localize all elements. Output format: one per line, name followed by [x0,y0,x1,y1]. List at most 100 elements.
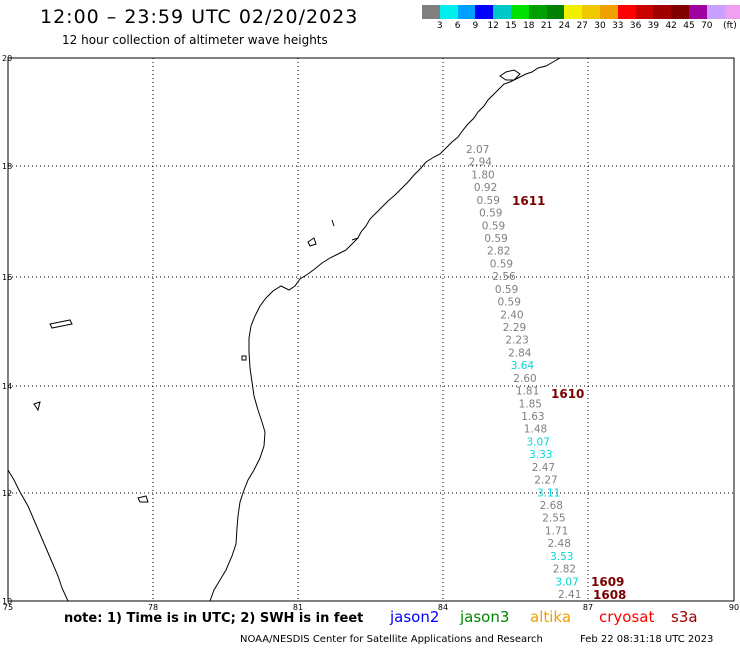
legend-swatch [457,5,476,19]
small-island-7 [351,237,359,241]
legend-swatch [635,5,654,19]
longitude-tick-label: 81 [293,603,303,612]
small-island-5 [137,495,149,503]
legend-swatch [493,5,511,19]
legend-swatch [671,5,689,19]
wave-height-label: 2.84 [508,347,532,359]
map-title: 12:00 – 23:59 UTC 02/20/2023 [40,6,359,28]
wave-height-label: 3.11 [537,487,560,499]
axis-tick-labels: 75 78 81 84 87 90 20 18 16 14 12 10 [2,54,739,612]
legend-swatch [688,5,707,19]
wave-height-label: 2.48 [548,538,571,550]
wave-height-label: 0.59 [484,233,507,245]
legend-swatch [617,5,636,19]
legend-tick-label: 18 [523,21,535,31]
latitude-tick-label: 20 [2,54,12,63]
legend-swatch [510,5,529,19]
generated-timestamp: Feb 22 08:31:18 UTC 2023 [580,634,714,645]
longitude-tick-label: 78 [148,603,158,612]
wave-height-label: 0.59 [477,195,500,207]
legend-tick-label: 30 [594,21,606,31]
legend-swatch [653,5,672,19]
wave-height-label: 3.64 [511,360,535,372]
wave-height-label: 0.59 [482,220,505,232]
legend-tick-label: 12 [487,21,499,31]
legend-tick-label: 70 [701,21,713,31]
pass-number-label: 1608 [593,588,626,602]
legend-swatch [706,5,725,19]
credit-line: NOAA/NESDIS Center for Satellite Applica… [240,634,543,645]
legend-tick-label: 21 [540,21,553,31]
latitude-tick-label: 18 [2,162,12,171]
small-island-3 [49,319,73,329]
color-legend-bar [422,5,740,19]
legend-tick-label: 33 [612,21,624,31]
wave-height-label: 2.40 [500,309,523,321]
legend-swatch [724,5,740,19]
legend-swatch [546,5,565,19]
pass-number-label: 1610 [551,387,584,401]
wave-height-observations: 2.072.941.800.920.590.590.590.592.820.59… [466,144,581,601]
wave-height-label: 2.82 [487,246,510,258]
wave-height-label: 0.59 [495,284,518,296]
legend-swatch [422,5,440,19]
western-coast [7,469,69,602]
wave-height-label: 2.47 [532,462,555,474]
wave-height-label: 2.27 [534,475,557,487]
wave-height-label: 0.59 [490,258,513,270]
legend-tick-label: 39 [647,21,660,31]
small-island-1 [307,237,317,247]
pass-number-label: 1611 [512,194,545,208]
satellite-jason3-label: jason3 [460,608,510,626]
legend-swatch [564,5,583,19]
wave-height-label: 2.94 [469,157,493,169]
color-legend-labels: 3 6 9 12 15 18 21 24 27 30 33 36 39 42 45 70 (ft) [422,21,740,33]
wave-height-label: 0.59 [479,208,502,220]
legend-tick-label: 9 [472,21,479,31]
wave-height-label: 2.68 [540,500,563,512]
wave-height-label: 2.55 [542,513,565,525]
legend-tick-label: 24 [558,21,571,31]
longitude-tick-label: 90 [729,603,739,612]
satellite-altika-label: altika [530,608,572,626]
wave-height-label: 3.53 [550,551,573,563]
coastal-island [499,69,521,81]
wave-height-label: 3.07 [527,436,550,448]
longitude-tick-label: 75 [3,603,13,612]
legend-tick-label: 42 [665,21,677,31]
wave-height-label: 2.60 [513,373,536,385]
pass-number-label: 1609 [591,575,624,589]
legend-tick-label: 45 [683,21,695,31]
legend-tick-label: 27 [576,21,588,31]
latitude-tick-label: 14 [2,382,12,391]
longitude-tick-label: 84 [438,603,448,612]
wave-height-label: 1.63 [521,411,544,423]
wave-height-label: 2.82 [553,564,576,576]
legend-swatch [439,5,458,19]
wave-height-label: 2.29 [503,322,526,334]
wave-height-label: 2.56 [492,271,516,283]
map-subtitle: 12 hour collection of altimeter wave hei… [62,33,328,47]
wave-height-label: 1.71 [545,525,568,537]
wave-height-label: 3.33 [529,449,552,461]
legend-tick-label: 15 [505,21,517,31]
wave-height-label: 3.07 [555,576,578,588]
map-gridlines [8,58,734,601]
footnote: note: 1) Time is in UTC; 2) SWH is in fe… [64,611,364,626]
latitude-tick-label: 12 [2,489,12,498]
legend-tick-label: 6 [454,21,461,31]
legend-swatch [475,5,494,19]
wave-height-label: 2.41 [558,589,581,601]
coastline [7,57,561,602]
small-island-6 [241,355,247,361]
satellite-jason2-label: jason2 [390,608,440,626]
legend-swatch [528,5,547,19]
wave-height-label: 1.81 [516,386,539,398]
map-frame [7,57,735,602]
wave-height-label: 1.80 [471,169,494,181]
legend-unit-label: (ft) [723,21,737,31]
wave-height-label: 2.23 [505,335,528,347]
longitude-tick-label: 87 [583,603,593,612]
